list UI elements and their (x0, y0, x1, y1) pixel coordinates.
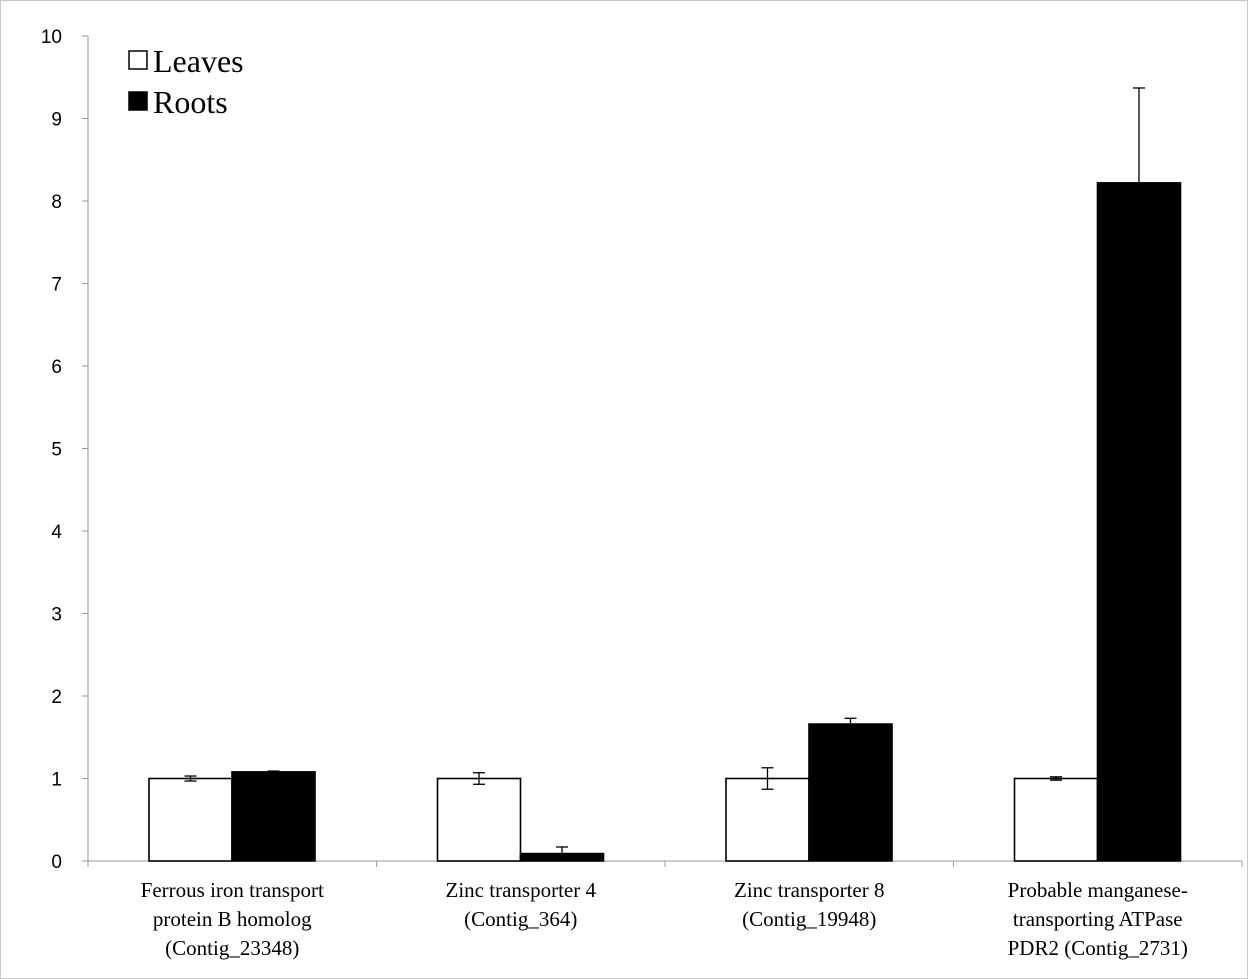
x-axis: Ferrous iron transport protein B homolog (… (87, 860, 1243, 960)
x-category-label-line: Zinc transporter 4 (446, 878, 597, 902)
error-bar-leaves-4 (1050, 776, 1062, 781)
error-bar-roots-1 (267, 770, 280, 774)
x-category-label: Ferrous iron transport protein B homolog (… (141, 878, 324, 960)
x-category-label: Probable manganese-transporting ATPase PD… (1008, 878, 1188, 960)
error-bar-roots-4 (1133, 87, 1145, 279)
bar-leaves-2 (436, 777, 522, 862)
y-tick-label: 6 (51, 357, 62, 378)
x-category-label-line: protein B homolog (153, 907, 312, 931)
bar-roots-4 (1096, 182, 1182, 862)
error-bar-leaves-2 (473, 772, 485, 785)
y-tick-label: 1 (51, 770, 62, 791)
error-bar-roots-2 (556, 846, 568, 861)
y-tick-label: 2 (51, 687, 62, 708)
y-tick-label: 4 (51, 522, 62, 543)
bar-leaves-4 (1013, 777, 1099, 862)
y-tick-label: 8 (51, 192, 62, 213)
y-tick-label: 10 (41, 27, 62, 48)
x-category-label: Zinc transporter 4 (Contig_364) (446, 878, 597, 931)
bar-roots-1 (231, 771, 316, 862)
x-category-label-line: transporting ATPase (1013, 907, 1183, 931)
legend-item-roots: Roots (128, 84, 228, 120)
error-bar-leaves-3 (761, 767, 774, 790)
x-category-label: Zinc transporter 8 (Contig_19948) (734, 878, 884, 931)
x-category-label-line: (Contig_23348) (165, 936, 299, 960)
x-category-label-line: Zinc transporter 8 (734, 878, 884, 902)
x-category-label-line: Ferrous iron transport (141, 878, 324, 902)
legend-swatch (128, 91, 148, 111)
x-category-label-line: PDR2 (Contig_2731) (1008, 936, 1188, 960)
y-tick-label: 0 (51, 852, 62, 873)
bars (148, 182, 1182, 862)
legend-swatch (128, 50, 148, 70)
bar-leaves-3 (725, 777, 810, 862)
y-tick-label: 3 (51, 605, 62, 626)
legend-label: Roots (153, 84, 228, 120)
x-category-label-line: (Contig_19948) (742, 907, 876, 931)
bar-roots-3 (808, 723, 893, 862)
legend-label: Leaves (153, 43, 244, 79)
x-category-label-line: (Contig_364) (464, 907, 577, 931)
legend-item-leaves: Leaves (128, 43, 244, 79)
error-bars (184, 87, 1145, 861)
x-category-label-line: Probable manganese- (1008, 878, 1188, 902)
error-bar-leaves-1 (184, 775, 197, 782)
y-axis: 0 1 2 3 4 5 6 7 8 9 10 (41, 27, 89, 873)
y-tick-label: 9 (51, 110, 62, 131)
legend: Leaves Roots (128, 43, 244, 120)
y-tick-label: 7 (51, 275, 62, 296)
bar-leaves-1 (148, 777, 233, 862)
y-tick-label: 5 (51, 440, 62, 461)
error-bar-roots-3 (844, 717, 857, 731)
